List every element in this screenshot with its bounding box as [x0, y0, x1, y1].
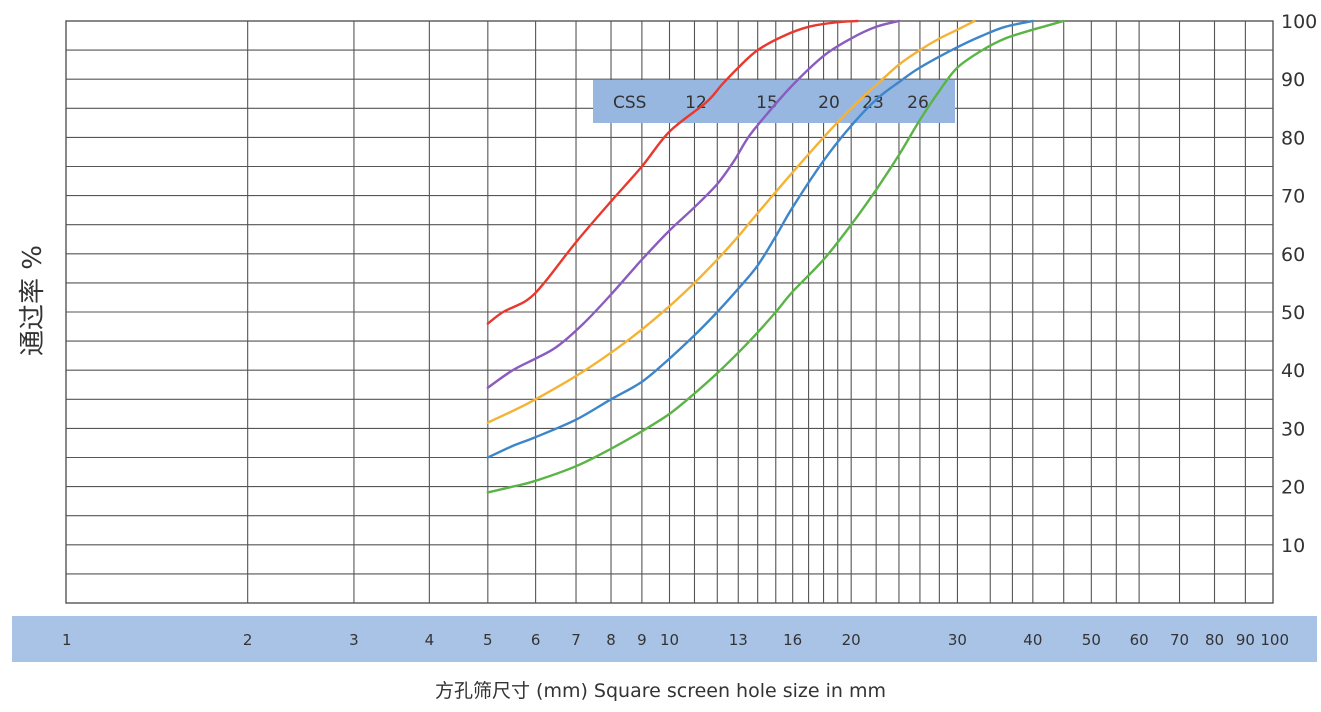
x-tick-label: 70: [1170, 631, 1189, 649]
x-tick-label: 10: [660, 631, 679, 649]
x-tick-label: 4: [425, 631, 435, 649]
x-tick-label: 60: [1130, 631, 1149, 649]
y-tick-label: 50: [1281, 302, 1305, 324]
legend-title: CSS: [613, 93, 646, 113]
x-tick-label: 2: [243, 631, 253, 649]
y-tick-label: 20: [1281, 477, 1305, 499]
x-axis-label: 方孔筛尺寸 (mm) Square screen hole size in mm: [0, 676, 1321, 703]
y-tick-label: 80: [1281, 127, 1305, 149]
x-tick-label: 7: [571, 631, 581, 649]
legend-entry-20: 20: [818, 93, 840, 113]
y-tick-label: 100: [1281, 11, 1317, 33]
y-tick-label: 70: [1281, 186, 1305, 208]
x-tick-label: 20: [842, 631, 861, 649]
x-tick-label: 9: [637, 631, 647, 649]
y-axis-label-wrap: 通过率 %: [8, 225, 52, 375]
legend-entry-15: 15: [756, 93, 778, 113]
x-tick-label: 5: [483, 631, 493, 649]
y-axis-label: 通过率 %: [12, 245, 49, 356]
x-tick-label: 6: [531, 631, 541, 649]
series-line-12: [488, 21, 858, 324]
y-tick-label: 90: [1281, 69, 1305, 91]
y-tick-label: 10: [1281, 535, 1305, 557]
x-tick-label: 40: [1023, 631, 1042, 649]
x-tick-label: 16: [783, 631, 802, 649]
y-tick-labels: 10 20 30 40 50 60 70 80 90 100: [1281, 11, 1317, 557]
y-tick-label: 30: [1281, 418, 1305, 440]
x-tick-label: 13: [729, 631, 748, 649]
x-tick-label: 90: [1236, 631, 1255, 649]
y-tick-label: 40: [1281, 360, 1305, 382]
x-tick-label: 1: [62, 631, 72, 649]
y-tick-label: 60: [1281, 244, 1305, 266]
x-tick-label: 3: [349, 631, 359, 649]
x-tick-label: 80: [1205, 631, 1224, 649]
x-tick-label: 30: [948, 631, 967, 649]
x-tick-label: 8: [606, 631, 616, 649]
x-tick-label: 100: [1260, 631, 1289, 649]
x-tick-label: 50: [1082, 631, 1101, 649]
